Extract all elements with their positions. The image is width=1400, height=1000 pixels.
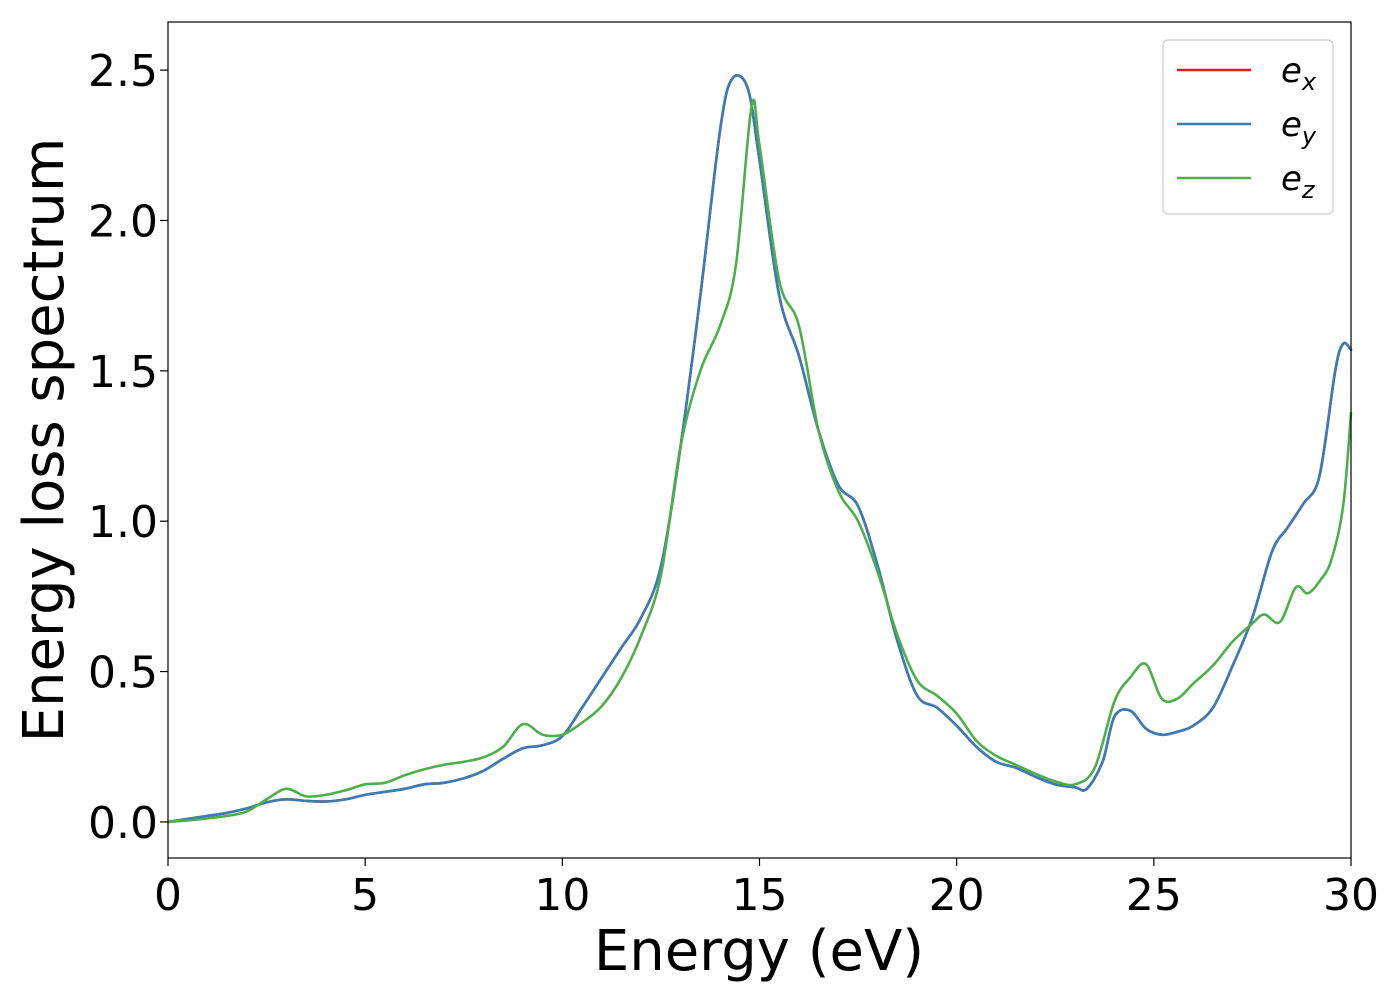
x-tick-label: 5 <box>351 870 379 921</box>
x-tick-label: 20 <box>929 870 985 921</box>
x-tick-label: 30 <box>1323 870 1379 921</box>
x-tick-label: 25 <box>1126 870 1182 921</box>
series-line-z <box>166 98 1353 824</box>
series-layer <box>166 74 1353 824</box>
x-axis-title: Energy (eV) <box>594 919 924 984</box>
legend-label-x: ex <box>1281 51 1317 96</box>
legend-label-z: ez <box>1281 159 1316 204</box>
y-tick-label: 0.0 <box>88 798 158 849</box>
legend-box <box>1162 39 1334 215</box>
x-axis: 0 5 10 15 20 25 30 <box>154 858 1379 921</box>
series-line-y <box>166 74 1353 824</box>
y-tick-label: 2.0 <box>88 196 158 247</box>
y-axis-title: Energy loss spectrum <box>12 138 77 743</box>
y-tick-label: 2.5 <box>88 46 158 97</box>
x-tick-label: 10 <box>534 870 590 921</box>
legend-label-y: ey <box>1281 105 1317 150</box>
x-tick-label: 0 <box>154 870 182 921</box>
x-tick-label: 15 <box>732 870 788 921</box>
y-tick-label: 0.5 <box>88 648 158 699</box>
y-tick-label: 1.0 <box>88 497 158 548</box>
legend: ex ey ez <box>1162 39 1334 215</box>
y-tick-label: 1.5 <box>88 347 158 398</box>
y-axis: 0.0 0.5 1.0 1.5 2.0 2.5 <box>88 46 168 849</box>
